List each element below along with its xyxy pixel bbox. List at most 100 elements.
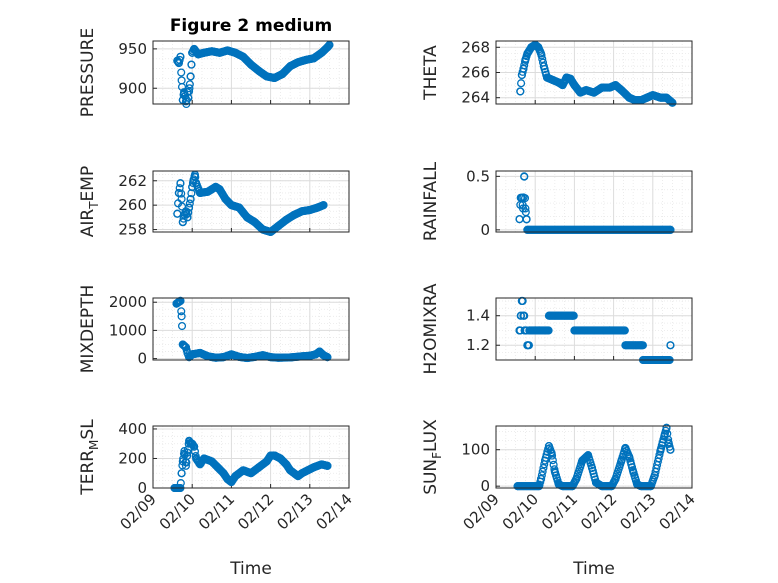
data-point: [662, 93, 671, 102]
axes-box: [152, 297, 350, 361]
data-point: [535, 482, 544, 491]
data-point: [660, 431, 669, 440]
data-point: [183, 448, 192, 457]
y-axis-label: THETA: [421, 45, 441, 101]
data-point: [568, 311, 577, 320]
data-point: [186, 195, 195, 204]
axes-layer: 900 950 PRESSURE 264 266 268 THETA 258 260 262 AIR…: [78, 28, 699, 534]
axes-box: [152, 40, 350, 105]
data-point: [597, 482, 606, 491]
y-tick-label: 100: [461, 441, 490, 459]
y-tick-label: 0: [137, 479, 147, 497]
data-point: [243, 213, 252, 222]
data-point: [568, 482, 577, 491]
data-point: [199, 454, 209, 463]
data-point: [582, 86, 591, 95]
data-point: [254, 463, 263, 472]
axes-box: [495, 425, 693, 489]
x-tick-label: 02/09: [460, 490, 503, 533]
data-point: [523, 225, 532, 234]
subplot-air_temp: 258 260 262 AIRTEMP: [78, 166, 350, 239]
subplot-h2omixra: 1.2 1.4 H2OMIXRA: [421, 283, 693, 375]
y-tick-label: 258: [118, 221, 147, 239]
x-tick-label: 02/13: [616, 490, 659, 533]
data-point: [239, 52, 248, 61]
data-point: [286, 353, 295, 362]
data-point: [286, 62, 295, 71]
data-point: [250, 218, 259, 227]
data-point: [177, 321, 187, 331]
data-point: [666, 445, 675, 454]
data-point: [517, 193, 526, 202]
data-point: [558, 482, 567, 491]
x-axis-label-left: Time: [229, 559, 272, 579]
data-point: [183, 348, 192, 358]
subplot-mixdepth: 0 1000 2000 MIXDEPTH: [78, 285, 350, 374]
data-point: [611, 474, 620, 483]
data-point: [309, 463, 318, 472]
data-point: [535, 326, 544, 335]
data-point: [319, 351, 328, 360]
data-point: [537, 471, 546, 480]
y-tick-label: 0: [137, 350, 147, 368]
data-point: [176, 179, 185, 188]
data-point: [570, 326, 579, 335]
data-point: [231, 48, 240, 57]
data-point: [258, 225, 267, 234]
data-point: [317, 48, 326, 57]
data-point: [190, 44, 199, 53]
subplot-theta: 264 266 268 THETA: [421, 38, 693, 107]
x-tick-label: 02/11: [195, 490, 238, 533]
y-axis-label: MIXDEPTH: [78, 285, 98, 374]
axes-box: [152, 425, 350, 489]
y-axis-label: TERRMSL: [78, 419, 101, 496]
data-point: [518, 204, 528, 213]
data-point: [276, 454, 285, 463]
data-point: [286, 466, 295, 475]
data-point: [538, 54, 547, 64]
data-point: [589, 88, 599, 97]
data-point: [605, 326, 614, 335]
data-point: [190, 442, 199, 451]
data-point: [583, 451, 592, 460]
data-point: [636, 482, 646, 491]
data-point: [570, 81, 579, 90]
data-point: [219, 469, 228, 478]
data-point: [636, 341, 646, 350]
data-point: [537, 474, 546, 483]
data-point: [515, 326, 524, 335]
data-point: [179, 88, 189, 97]
data-point: [656, 93, 665, 102]
data-point: [305, 351, 314, 360]
data-point: [219, 353, 228, 362]
data-point: [301, 55, 310, 64]
data-point: [591, 478, 601, 487]
data-point: [611, 81, 620, 90]
y-axis-label: AIRTEMP: [78, 166, 101, 237]
data-point: [540, 456, 550, 465]
data-point: [319, 201, 328, 210]
y-axis-label: RAINFALL: [421, 161, 441, 241]
y-tick-label: 266: [461, 64, 490, 82]
data-point: [662, 423, 671, 432]
data-point: [185, 84, 194, 93]
data-point: [537, 49, 546, 58]
data-point: [266, 353, 275, 362]
data-point: [531, 326, 540, 335]
data-point: [323, 461, 332, 470]
data-point: [290, 210, 299, 219]
data-point: [175, 184, 184, 193]
data-point: [274, 353, 283, 362]
x-tick-label: 02/12: [577, 490, 620, 533]
data-point: [177, 312, 186, 321]
data-point: [324, 41, 333, 50]
data-point: [519, 64, 528, 73]
y-tick-label: 264: [461, 89, 490, 107]
data-point: [325, 40, 334, 49]
data-point: [186, 72, 195, 81]
axes-box: [495, 40, 693, 105]
data-point: [668, 98, 677, 107]
axes-box: [152, 170, 350, 233]
data-point: [547, 449, 556, 458]
